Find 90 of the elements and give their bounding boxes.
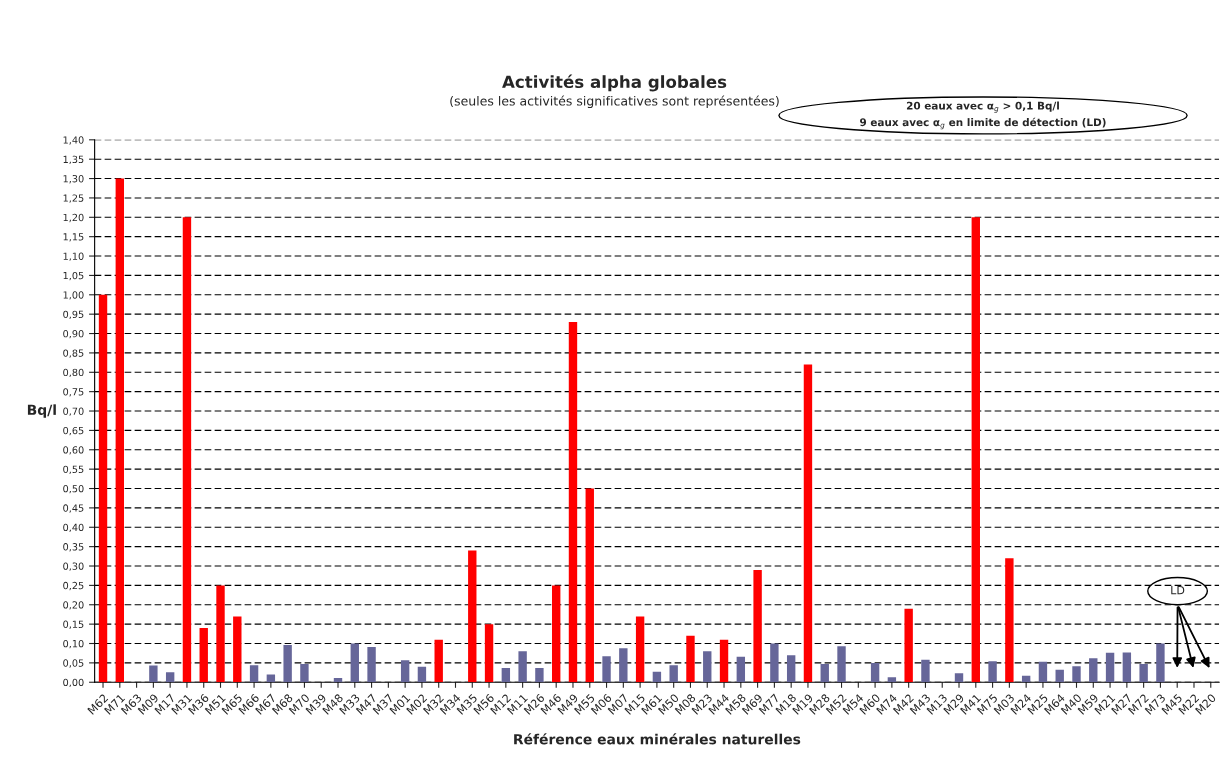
bar: [1156, 643, 1165, 683]
bar: [233, 616, 242, 683]
y-tick-label: 0,65: [63, 426, 84, 436]
y-tick-label: 0,45: [63, 504, 84, 513]
bar: [1122, 652, 1132, 683]
bar: [149, 665, 158, 683]
bar: [182, 217, 192, 683]
y-tick-label: 1,10: [63, 252, 84, 261]
bar: [568, 321, 578, 683]
text: 20 eaux avec α$_{g}$ > 0,1 Bq/l 9 eaux avec α$_{g}$ en limite de détection (LD): [860, 101, 1106, 130]
y-tick-label: 0,50: [63, 485, 84, 494]
y-tick-label: 1,15: [63, 233, 84, 242]
bar: [199, 628, 208, 683]
bar: [484, 624, 494, 683]
y-tick-label: 1,25: [63, 194, 84, 203]
bar: [249, 665, 259, 683]
bar: [803, 364, 813, 683]
bar: [602, 656, 611, 683]
bar: [703, 651, 712, 683]
bar: [652, 671, 662, 683]
y-tick-label: 0,35: [63, 543, 84, 552]
bar: [1038, 661, 1048, 683]
y-tick-label: 0,15: [63, 620, 84, 629]
bar: [434, 639, 443, 683]
y-tick-label: 0,25: [63, 581, 84, 591]
bar: [971, 217, 980, 683]
y-tick-label: 0,75: [63, 388, 84, 397]
y-tick-label: 0,70: [63, 407, 84, 416]
bar: [585, 488, 594, 683]
bar: [501, 667, 511, 683]
y-tick-label: 1,20: [63, 213, 84, 223]
chart-title: Activités alpha globales: [502, 74, 727, 92]
y-tick-label: 1,40: [63, 136, 84, 145]
bar: [820, 664, 829, 683]
bar: [1005, 558, 1014, 683]
bar: [736, 656, 746, 683]
bar: [165, 672, 175, 683]
y-tick-label: 0,95: [63, 310, 84, 319]
chart-subtitle: (seules les activités significatives sont représentées): [450, 95, 779, 109]
y-tick-label: 0,40: [63, 523, 84, 533]
bar: [904, 608, 913, 683]
bar: [1072, 666, 1081, 683]
y-tick-label: 0,30: [63, 562, 84, 571]
y-tick-label: 0,20: [63, 601, 84, 610]
bar: [921, 659, 930, 683]
annotation: LD: [1171, 586, 1185, 595]
bar: [669, 665, 678, 683]
bar: [417, 666, 427, 683]
bar: [552, 585, 561, 683]
y-tick-label: 0,00: [63, 678, 84, 688]
bar: [786, 655, 796, 683]
bar: [619, 648, 628, 683]
y-tick-label: 1,00: [63, 291, 84, 300]
bar: [300, 664, 309, 683]
bar: [719, 639, 729, 683]
y-tick-label: 0,90: [63, 330, 84, 339]
bar: [400, 660, 410, 683]
bar: [887, 677, 897, 683]
bar: [770, 643, 779, 683]
bar: [98, 294, 108, 683]
bar: [283, 645, 292, 683]
bar: [1055, 669, 1064, 683]
bar: [367, 646, 376, 683]
y-tick-label: 0,85: [63, 349, 84, 358]
bar: [837, 646, 846, 683]
x-axis-title: Référence eaux minérales naturelles: [514, 733, 801, 745]
y-tick-label: 1,05: [63, 271, 84, 281]
bar: [468, 550, 477, 683]
bar: [518, 651, 527, 683]
y-tick-label: 0,05: [63, 659, 84, 668]
y-tick-label: 0,60: [63, 446, 84, 455]
y-tick-label: 1,30: [63, 175, 84, 184]
bar: [988, 661, 997, 683]
bar: [216, 585, 225, 683]
bar: [870, 662, 880, 683]
bar: [1139, 664, 1148, 683]
bar: [535, 667, 544, 683]
y-tick-label: 0,55: [63, 465, 84, 474]
bar: [350, 643, 359, 683]
y-axis-title: Bq/l: [27, 404, 56, 418]
bar: [115, 178, 125, 683]
bar: [753, 569, 762, 683]
bar: [686, 635, 695, 683]
y-tick-label: 0,10: [63, 639, 84, 649]
y-tick-label: 0,80: [63, 368, 84, 378]
bar: [1105, 652, 1115, 683]
bar: [1089, 658, 1098, 683]
bar: [635, 616, 645, 683]
y-tick-label: 1,35: [63, 155, 84, 165]
bar: [954, 673, 964, 683]
